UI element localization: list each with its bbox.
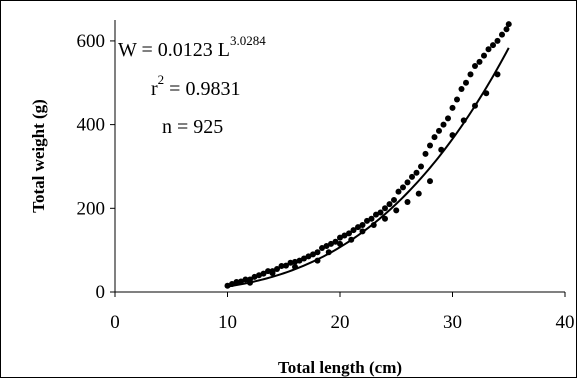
x-axis-title: Total length (cm) — [278, 358, 402, 377]
data-point — [382, 215, 388, 222]
equation-text: W = 0.0123 L — [118, 39, 230, 61]
data-point — [364, 217, 370, 224]
x-tick-label: 0 — [110, 312, 120, 333]
data-point — [467, 71, 474, 78]
data-point — [260, 270, 267, 277]
data-point — [278, 263, 285, 270]
y-tick-label: 400 — [77, 115, 106, 136]
data-point — [341, 232, 348, 239]
data-point — [368, 215, 375, 222]
x-tick-label: 30 — [443, 312, 462, 333]
data-point — [251, 273, 258, 280]
data-point — [404, 179, 411, 186]
data-point — [301, 255, 307, 262]
data-point — [454, 96, 460, 103]
data-point — [427, 142, 433, 149]
data-point — [377, 209, 384, 216]
data-point — [505, 21, 512, 28]
data-point — [332, 238, 339, 245]
data-point — [393, 207, 400, 214]
data-point — [233, 278, 240, 285]
data-point — [431, 134, 438, 141]
r2-label: r — [151, 78, 158, 100]
data-points — [224, 21, 512, 289]
data-point — [463, 79, 469, 86]
data-point — [242, 276, 249, 283]
data-point — [481, 52, 487, 59]
data-point — [449, 104, 456, 111]
data-point — [346, 230, 352, 237]
data-point — [274, 265, 280, 272]
n-annotation: n = 925 — [162, 116, 223, 138]
data-point — [373, 211, 379, 218]
data-point — [494, 37, 501, 44]
data-point — [395, 188, 402, 195]
data-point — [256, 272, 262, 279]
data-point — [386, 201, 393, 208]
data-point — [391, 196, 397, 203]
y-tick-label: 600 — [77, 31, 106, 52]
data-point — [418, 163, 424, 170]
data-point — [499, 31, 505, 38]
data-point — [283, 262, 289, 269]
r2-value: = 0.9831 — [164, 78, 240, 100]
data-point — [382, 205, 388, 212]
data-point — [265, 268, 271, 275]
data-point — [413, 169, 420, 176]
data-point — [476, 58, 483, 65]
data-point — [323, 242, 330, 249]
r2-exponent: 2 — [158, 72, 165, 87]
data-point — [503, 26, 510, 33]
data-point — [490, 42, 496, 49]
x-tick-label: 10 — [218, 312, 237, 333]
data-point — [436, 127, 442, 134]
x-tick-label: 20 — [331, 312, 350, 333]
data-point — [404, 199, 411, 206]
data-point — [350, 227, 357, 234]
data-point — [359, 222, 366, 229]
r2-annotation: r2 = 0.9831 — [151, 72, 240, 100]
fit-curve — [227, 47, 510, 288]
data-point — [472, 63, 478, 70]
data-point — [458, 86, 465, 93]
data-point — [485, 46, 492, 53]
data-point — [269, 270, 276, 277]
data-point — [440, 121, 447, 128]
data-point — [319, 245, 325, 252]
data-point — [445, 115, 451, 122]
data-point — [427, 178, 433, 185]
y-tick-label: 200 — [77, 198, 106, 219]
data-point — [296, 257, 303, 264]
equation-annotation: W = 0.0123 L3.0284 — [118, 33, 266, 61]
data-point — [328, 240, 334, 247]
x-tick-label: 40 — [556, 312, 575, 333]
equation-exponent: 3.0284 — [230, 33, 266, 48]
data-point — [415, 190, 422, 197]
data-point — [400, 184, 406, 191]
y-axis-title: Total weight (g) — [29, 99, 48, 213]
data-point — [305, 253, 312, 260]
data-point — [337, 234, 343, 241]
data-point — [314, 249, 321, 256]
data-point — [292, 258, 298, 265]
data-point — [422, 150, 429, 157]
data-point — [355, 224, 361, 231]
y-tick-label: 0 — [96, 282, 106, 303]
data-point — [287, 259, 294, 266]
data-point — [310, 251, 316, 258]
data-point — [409, 173, 415, 180]
